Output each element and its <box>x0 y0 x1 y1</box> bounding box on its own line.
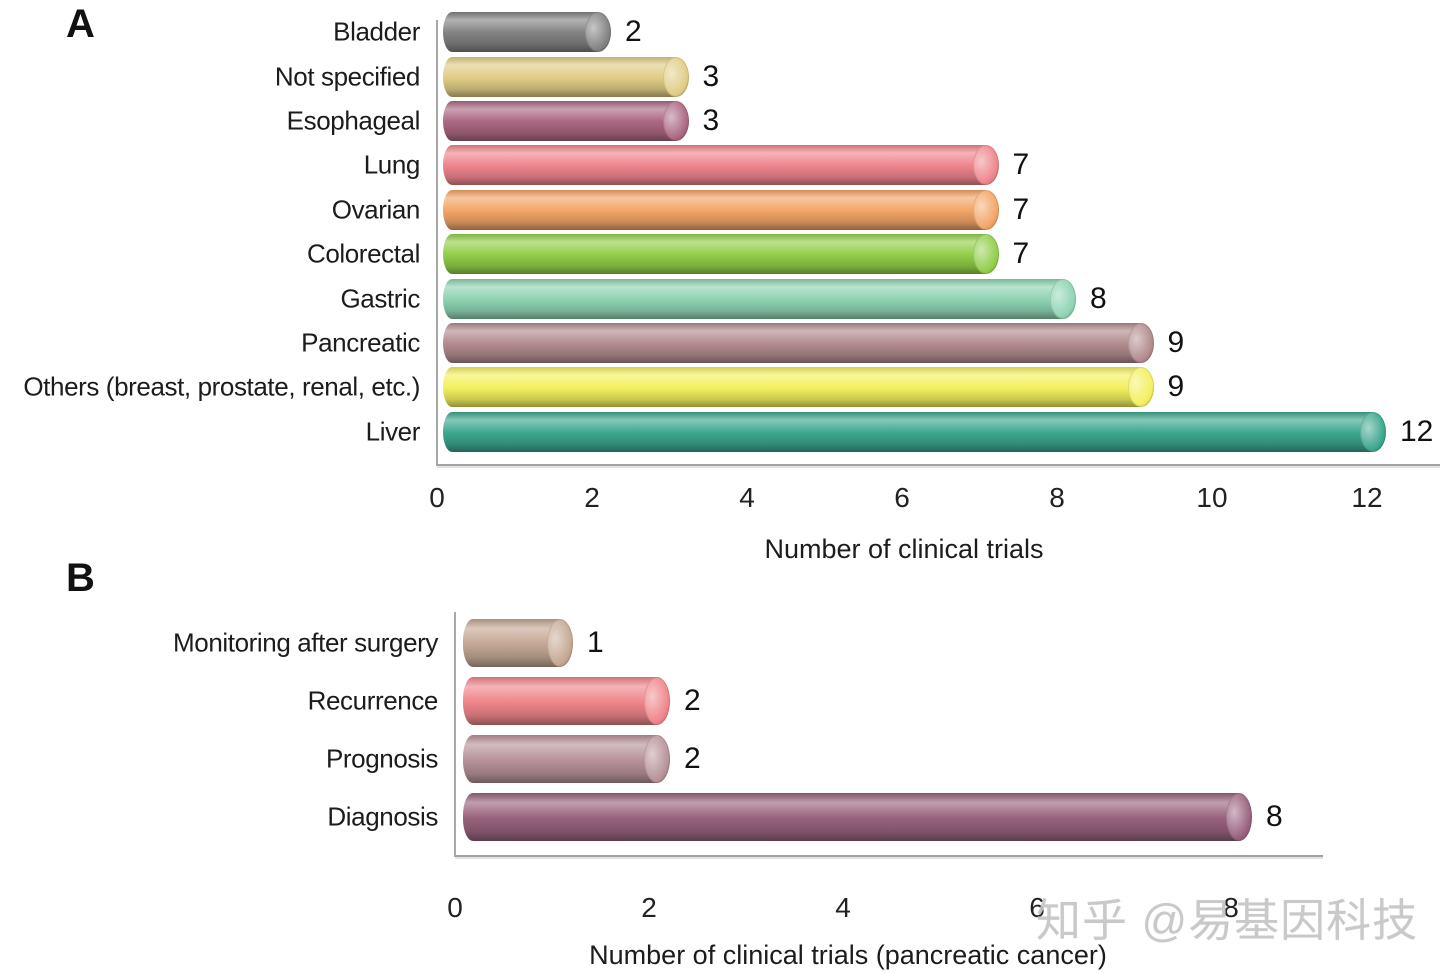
bar-row: Bladder 2 <box>0 10 1440 54</box>
bar-row: Gastric 8 <box>0 276 1440 320</box>
value-label: 12 <box>1400 414 1434 448</box>
bar-cap <box>1226 793 1252 841</box>
bar-row: Not specified 3 <box>0 54 1440 98</box>
bar <box>443 367 1154 408</box>
chart-b-xaxis-title: Number of clinical trials (pancreatic ca… <box>589 940 1107 970</box>
x-tick-label: 4 <box>835 892 851 923</box>
chart-a-xaxis-title: Number of clinical trials <box>764 534 1044 564</box>
value-label: 3 <box>702 103 720 137</box>
category-label: Diagnosis <box>327 801 438 832</box>
value-label: 9 <box>1167 325 1185 359</box>
bar <box>443 56 689 97</box>
bar-cap <box>547 619 573 667</box>
bar-cap <box>1127 322 1154 363</box>
category-label: Gastric <box>340 283 420 314</box>
value-label: 9 <box>1167 370 1185 404</box>
x-tick-label: 6 <box>894 482 910 513</box>
bar-cap <box>585 12 611 53</box>
bar-row: Prognosis 2 <box>0 730 1440 788</box>
category-label: Lung <box>363 149 421 180</box>
bar-row: Others (breast, prostate, renal, etc.) 9 <box>0 365 1440 409</box>
value-label: 7 <box>1012 148 1030 182</box>
category-label: Recurrence <box>307 685 439 716</box>
category-label: Pancreatic <box>301 327 420 358</box>
bar-cap <box>662 100 689 141</box>
bar-row: Colorectal 7 <box>0 232 1440 276</box>
bar <box>463 619 573 667</box>
category-label: Liver <box>365 416 421 447</box>
x-tick-label: 6 <box>1029 892 1045 923</box>
x-tick-label: 8 <box>1223 892 1239 923</box>
value-label: 2 <box>684 742 701 775</box>
bar-cap <box>662 56 689 97</box>
category-label: Prognosis <box>325 743 438 774</box>
x-axis-line <box>437 464 1440 468</box>
bar-cap <box>644 735 670 783</box>
bar <box>443 12 611 53</box>
watermark: 知乎 @易基因科技 <box>1036 895 1419 946</box>
x-tick-label: 4 <box>739 482 755 513</box>
bar-cap <box>1127 367 1154 408</box>
bar <box>443 234 999 275</box>
category-label: Others (breast, prostate, renal, etc.) <box>23 371 420 402</box>
x-tick-label: 2 <box>584 482 600 513</box>
x-tick-label: 0 <box>429 482 445 513</box>
category-label: Esophageal <box>286 105 421 136</box>
category-label: Ovarian <box>331 194 421 225</box>
panel-b-letter: B <box>66 556 95 600</box>
bar <box>463 677 670 725</box>
bar-row: Pancreatic 9 <box>0 321 1440 365</box>
value-label: 2 <box>625 15 642 49</box>
value-label: 7 <box>1012 237 1030 271</box>
bar <box>443 411 1386 452</box>
value-label: 1 <box>587 626 604 659</box>
x-axis-line <box>455 855 1323 859</box>
bar-cap <box>972 145 999 186</box>
bar <box>463 735 670 783</box>
x-tick-label: 2 <box>641 892 657 923</box>
bar-cap <box>972 234 999 275</box>
bar-row: Lung 7 <box>0 143 1440 187</box>
bar-row: Diagnosis 8 <box>0 788 1440 846</box>
x-tick-label: 10 <box>1196 482 1228 513</box>
y-axis-line <box>454 612 456 857</box>
bar <box>443 278 1076 319</box>
bar-row: Ovarian 7 <box>0 188 1440 232</box>
panel-a-letter: A <box>66 2 95 46</box>
bar-cap <box>1360 411 1386 452</box>
x-tick-label: 12 <box>1351 482 1383 513</box>
category-label: Not specified <box>274 61 421 92</box>
bar-cap <box>1050 278 1076 319</box>
bar <box>443 100 689 141</box>
value-label: 7 <box>1012 192 1030 226</box>
x-tick-label: 8 <box>1049 482 1065 513</box>
bar-row: Recurrence 2 <box>0 672 1440 730</box>
bar-cap <box>644 677 670 725</box>
category-label: Bladder <box>333 16 420 47</box>
bar <box>443 189 999 230</box>
bar <box>463 793 1252 841</box>
value-label: 8 <box>1090 281 1107 315</box>
bar-cap <box>972 189 999 230</box>
category-label: Monitoring after surgery <box>173 627 438 658</box>
bar-row: Esophageal 3 <box>0 99 1440 143</box>
category-label: Colorectal <box>306 238 420 269</box>
x-tick-label: 0 <box>447 892 463 923</box>
bar <box>443 145 999 186</box>
bar-row: Monitoring after surgery 1 <box>0 614 1440 672</box>
value-label: 8 <box>1266 800 1283 833</box>
bar-row: Liver 12 <box>0 410 1440 454</box>
value-label: 2 <box>684 684 701 717</box>
y-axis-line <box>436 20 438 466</box>
value-label: 3 <box>702 59 720 93</box>
bar <box>443 322 1154 363</box>
